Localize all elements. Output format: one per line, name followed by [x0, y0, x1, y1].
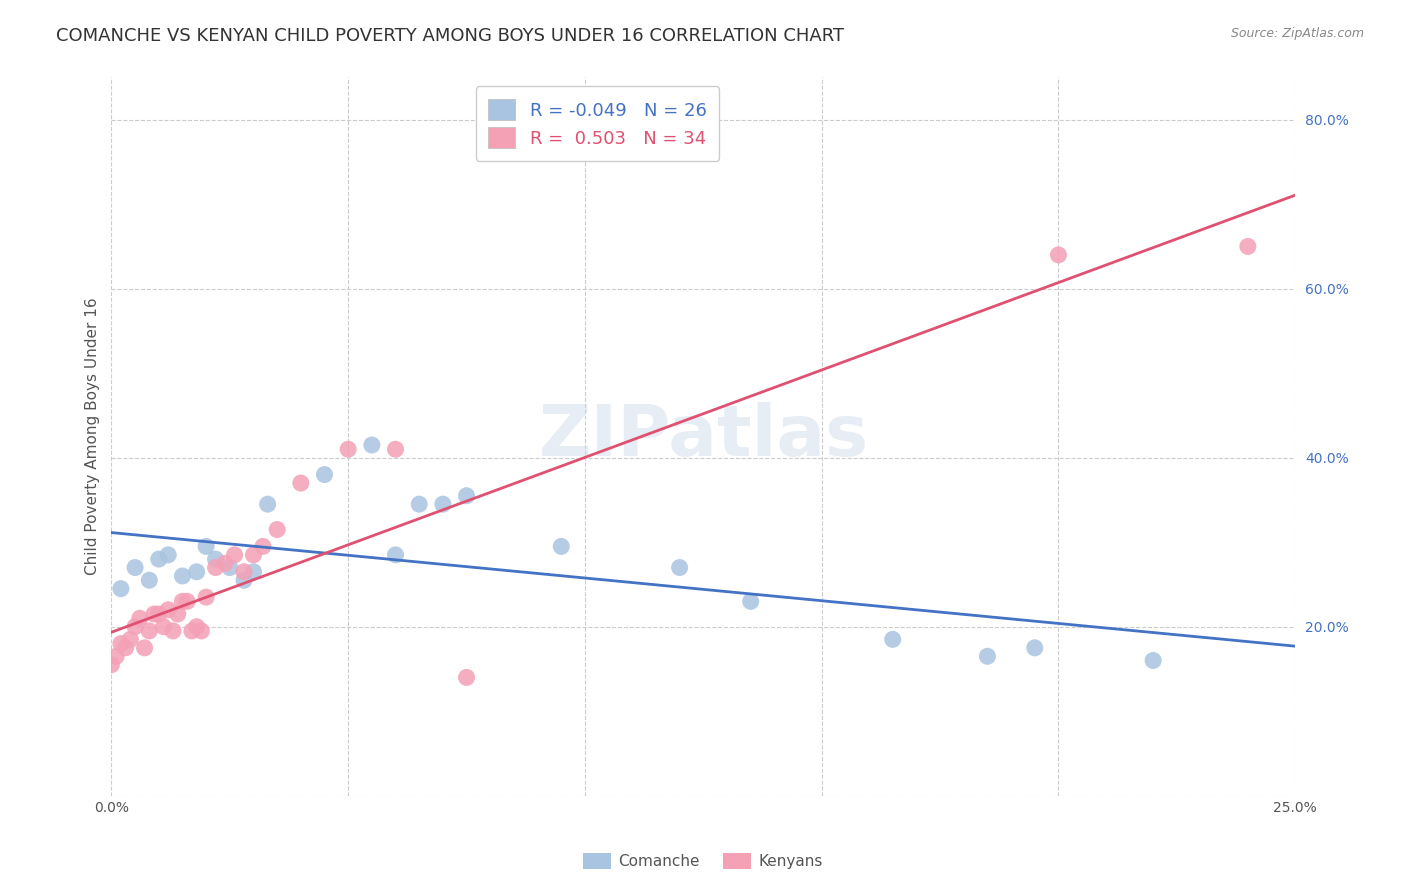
Y-axis label: Child Poverty Among Boys Under 16: Child Poverty Among Boys Under 16 [86, 298, 100, 575]
Point [134, 640, 156, 655]
Text: ZIPatlas: ZIPatlas [538, 402, 869, 471]
Point [204, 560, 226, 574]
Point [1142, 653, 1164, 667]
Point [190, 624, 212, 638]
Point [1237, 239, 1260, 253]
Point [143, 607, 166, 621]
Point [233, 565, 256, 579]
Point [105, 649, 128, 664]
Point [360, 438, 382, 452]
Point [162, 624, 184, 638]
Point [256, 497, 278, 511]
Point [128, 611, 150, 625]
Point [152, 620, 174, 634]
Point [233, 573, 256, 587]
Point [266, 523, 288, 537]
Point [314, 467, 336, 482]
Legend: Comanche, Kenyans: Comanche, Kenyans [578, 847, 828, 875]
Point [157, 603, 180, 617]
Point [100, 657, 122, 672]
Point [218, 560, 240, 574]
Point [1024, 640, 1046, 655]
Point [242, 565, 264, 579]
Point [252, 540, 274, 554]
Point [157, 548, 180, 562]
Point [384, 548, 406, 562]
Point [242, 548, 264, 562]
Point [456, 670, 478, 684]
Point [1047, 248, 1070, 262]
Point [882, 632, 904, 647]
Point [668, 560, 690, 574]
Point [180, 624, 202, 638]
Point [172, 569, 194, 583]
Point [176, 594, 198, 608]
Point [148, 552, 170, 566]
Point [195, 540, 218, 554]
Point [224, 548, 246, 562]
Point [384, 442, 406, 457]
Point [456, 489, 478, 503]
Point [138, 624, 160, 638]
Point [166, 607, 188, 621]
Point [290, 476, 312, 491]
Point [110, 582, 132, 596]
Point [195, 590, 218, 604]
Point [976, 649, 998, 664]
Point [214, 557, 236, 571]
Legend: R = -0.049   N = 26, R =  0.503   N = 34: R = -0.049 N = 26, R = 0.503 N = 34 [475, 87, 720, 161]
Point [124, 620, 146, 634]
Point [204, 552, 226, 566]
Text: COMANCHE VS KENYAN CHILD POVERTY AMONG BOYS UNDER 16 CORRELATION CHART: COMANCHE VS KENYAN CHILD POVERTY AMONG B… [56, 27, 845, 45]
Point [186, 565, 208, 579]
Point [110, 637, 132, 651]
Point [408, 497, 430, 511]
Point [186, 620, 208, 634]
Text: Source: ZipAtlas.com: Source: ZipAtlas.com [1230, 27, 1364, 40]
Point [114, 640, 136, 655]
Point [120, 632, 142, 647]
Point [138, 573, 160, 587]
Point [172, 594, 194, 608]
Point [740, 594, 762, 608]
Point [550, 540, 572, 554]
Point [124, 560, 146, 574]
Point [432, 497, 454, 511]
Point [337, 442, 360, 457]
Point [148, 607, 170, 621]
